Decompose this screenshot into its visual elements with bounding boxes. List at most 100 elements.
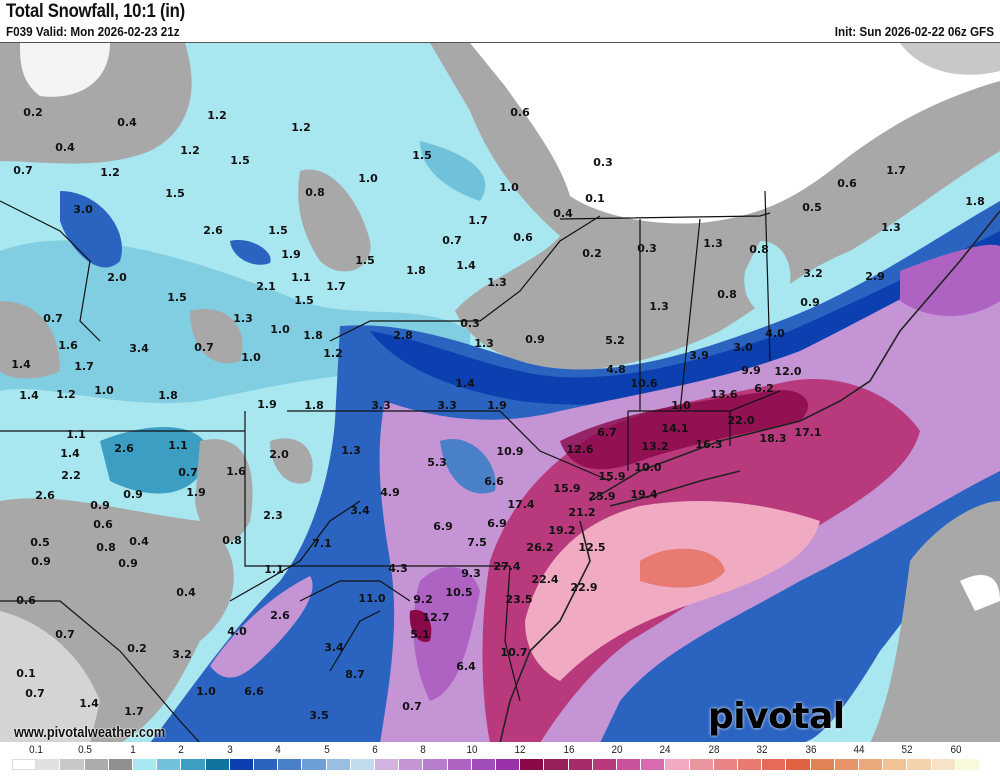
snowfall-value-label: 12.0 xyxy=(774,365,802,378)
snowfall-value-label: 1.5 xyxy=(167,291,187,304)
snowfall-value-label: 2.6 xyxy=(114,442,134,455)
legend-label: 10 xyxy=(466,744,478,756)
snowfall-value-label: 10.6 xyxy=(630,377,658,390)
snowfall-value-label: 1.7 xyxy=(468,214,488,227)
snowfall-value-label: 6.6 xyxy=(484,475,504,488)
legend-swatch xyxy=(713,759,738,770)
snowfall-value-label: 3.0 xyxy=(73,203,93,216)
snowfall-value-label: 4.8 xyxy=(606,363,626,376)
legend-swatch xyxy=(931,759,956,770)
snowfall-value-label: 1.5 xyxy=(230,154,250,167)
map-title: Total Snowfall, 10:1 (in) xyxy=(6,1,185,22)
legend-label: 52 xyxy=(901,744,913,756)
snowfall-map: 0.2 0.4 1.2 1.2 0.4 1.2 1.5 0.7 1.2 1.5 1.5 1.0 0.8 1… xyxy=(0,42,1000,743)
snowfall-value-label: 1.8 xyxy=(965,195,985,208)
snowfall-value-label: 0.3 xyxy=(637,242,657,255)
legend-swatch xyxy=(520,759,545,770)
snowfall-value-label: 18.3 xyxy=(759,432,787,445)
snowfall-value-label: 4.0 xyxy=(227,625,247,638)
snowfall-value-label: 7.1 xyxy=(312,537,332,550)
snowfall-value-label: 5.3 xyxy=(427,456,447,469)
snowfall-value-label: 1.3 xyxy=(703,237,723,250)
legend-swatch xyxy=(108,759,133,770)
pink-band xyxy=(525,501,820,681)
snowfall-value-label: 4.9 xyxy=(380,486,400,499)
legend-swatch xyxy=(738,759,763,770)
legend-swatch xyxy=(133,759,158,770)
magenta-core xyxy=(409,610,432,642)
legend-label: 0.1 xyxy=(29,744,44,756)
snowfall-value-label: 2.8 xyxy=(393,329,413,342)
snowfall-value-label: 0.8 xyxy=(96,541,116,554)
snowfall-value-label: 22.4 xyxy=(531,573,559,586)
legend-label: 32 xyxy=(756,744,768,756)
gray-area xyxy=(0,301,60,379)
snowfall-value-label: 0.4 xyxy=(117,116,137,129)
snowfall-value-label: 0.5 xyxy=(802,201,822,214)
snowfall-value-label: 22.0 xyxy=(727,414,755,427)
snowfall-value-label: 14.1 xyxy=(661,422,689,435)
legend-swatch xyxy=(12,759,37,770)
snowfall-value-label: 1.9 xyxy=(257,398,277,411)
legend-swatch xyxy=(36,759,61,770)
snowfall-value-label: 12.6 xyxy=(566,443,594,456)
legend-label: 28 xyxy=(708,744,720,756)
color-legend: 0.1 0.5 1 2 3 4 5 6 8 10 12 16 20 24 28 32 36 44 52 60 xyxy=(0,742,1000,772)
snowfall-value-label: 13.6 xyxy=(710,388,738,401)
snowfall-value-label: 1.1 xyxy=(66,428,86,441)
snowfall-value-label: 6.6 xyxy=(244,685,264,698)
gray-area xyxy=(900,43,1000,75)
snowfall-value-label: 26.2 xyxy=(526,541,554,554)
snowfall-value-label: 2.6 xyxy=(203,224,223,237)
legend-label: 44 xyxy=(853,744,865,756)
legend-swatch xyxy=(471,759,496,770)
legend-swatch xyxy=(447,759,472,770)
purple-band xyxy=(210,576,313,678)
snowfall-value-label: 0.2 xyxy=(582,247,602,260)
legend-swatch xyxy=(496,759,521,770)
legend-swatch xyxy=(907,759,932,770)
snowfall-value-label: 1.0 xyxy=(270,323,290,336)
legend-swatch xyxy=(84,759,109,770)
snowfall-value-label: 0.8 xyxy=(749,243,769,256)
light-gray-area xyxy=(0,611,100,743)
snowfall-value-label: 9.3 xyxy=(461,567,481,580)
snowfall-value-label: 1.4 xyxy=(60,447,80,460)
gray-area xyxy=(270,438,313,484)
snowfall-value-label: 15.9 xyxy=(553,482,581,495)
snowfall-value-label: 9.9 xyxy=(741,364,761,377)
snowfall-value-label: 1.0 xyxy=(94,384,114,397)
snowfall-value-label: 1.9 xyxy=(487,399,507,412)
snowfall-value-label: 15.9 xyxy=(598,470,626,483)
snowfall-value-label: 1.0 xyxy=(196,685,216,698)
snowfall-value-label: 0.9 xyxy=(118,557,138,570)
legend-swatch xyxy=(302,759,327,770)
blue-patch xyxy=(440,439,496,494)
legend-label: 0.5 xyxy=(77,744,92,756)
snowfall-value-label: 1.2 xyxy=(291,121,311,134)
snowfall-value-label: 12.7 xyxy=(422,611,450,624)
snowfall-value-label: 1.4 xyxy=(79,697,99,710)
snowfall-value-label: 6.4 xyxy=(456,660,476,673)
snowfall-value-label: 1.3 xyxy=(487,276,507,289)
legend-label: 20 xyxy=(611,744,623,756)
snowfall-value-label: 1.1 xyxy=(168,439,188,452)
snowfall-value-label: 1.7 xyxy=(326,280,346,293)
snowfall-value-label: 0.7 xyxy=(194,341,214,354)
snowfall-value-label: 3.2 xyxy=(803,267,823,280)
snowfall-value-label: 0.6 xyxy=(16,594,36,607)
gray-area xyxy=(195,439,253,543)
legend-label: 8 xyxy=(420,744,427,756)
snowfall-value-label: 1.5 xyxy=(165,187,185,200)
gray-area xyxy=(298,169,371,272)
snowfall-value-label: 5.2 xyxy=(605,334,625,347)
snowfall-value-label: 3.5 xyxy=(309,709,329,722)
snowfall-value-label: 3.2 xyxy=(172,648,192,661)
legend-swatch xyxy=(229,759,254,770)
snowfall-value-label: 3.3 xyxy=(437,399,457,412)
snowfall-value-label: 0.8 xyxy=(305,186,325,199)
snowfall-value-label: 3.4 xyxy=(324,641,344,654)
snowfall-value-label: 1.3 xyxy=(649,300,669,313)
white-area xyxy=(960,575,1000,611)
snowfall-value-label: 1.8 xyxy=(158,389,178,402)
